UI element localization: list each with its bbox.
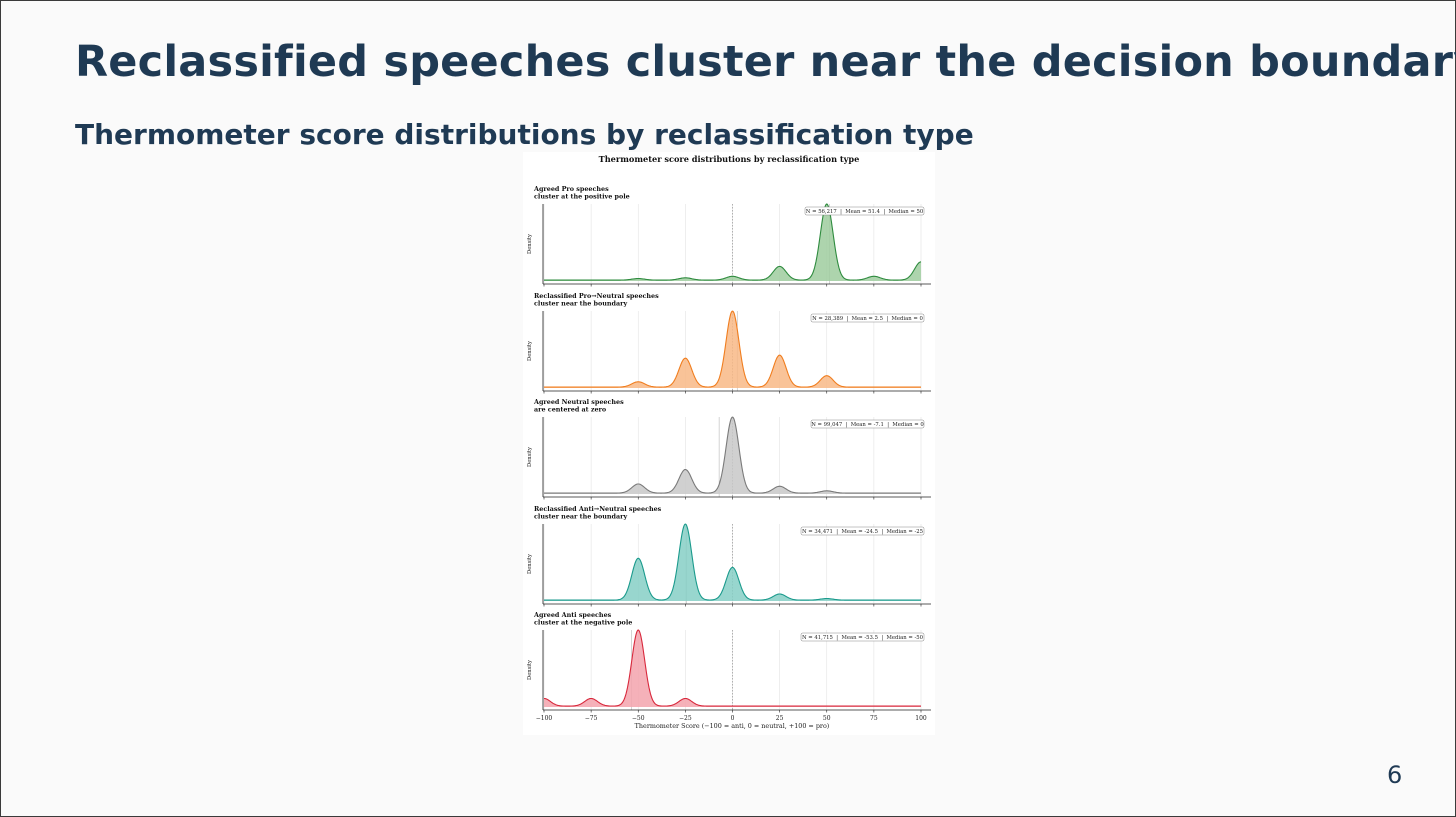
stats-box <box>800 632 925 642</box>
y-axis-label: Density <box>527 234 533 254</box>
y-axis-label: Density <box>527 660 533 680</box>
panel-title-line: Agreed Anti speeches <box>533 611 612 619</box>
x-tick-label: −50 <box>632 715 645 722</box>
stats-text: N = 99,047 | Mean = -7.1 | Median = 0 <box>811 422 924 428</box>
density-area <box>544 524 921 601</box>
panel-title-line: cluster at the negative pole <box>534 619 632 627</box>
density-area <box>544 311 921 388</box>
stats-text: N = 34,471 | Mean = -24.5 | Median = -25 <box>802 529 923 535</box>
y-axis-label: Density <box>527 341 533 361</box>
x-tick-label: −75 <box>585 715 598 722</box>
slide-title: Reclassified speeches cluster near the d… <box>75 37 1456 87</box>
stats-box <box>810 419 925 429</box>
density-line <box>544 523 921 601</box>
panel-title-line: Agreed Pro speeches <box>533 185 609 193</box>
panel-title-line: cluster at the positive pole <box>534 193 630 201</box>
y-axis-label: Density <box>527 447 533 467</box>
chart-title: Thermometer score distributions by recla… <box>599 154 860 164</box>
x-axis-title: Thermometer Score (−100 = anti, 0 = neut… <box>635 722 830 730</box>
x-tick-label: 50 <box>823 715 831 722</box>
density-area <box>544 630 921 707</box>
density-line <box>544 416 921 494</box>
x-tick-label: −100 <box>536 715 553 722</box>
y-axis-label: Density <box>527 554 533 574</box>
page-number: 6 <box>1387 761 1403 789</box>
panel-title-line: cluster near the boundary <box>534 300 628 308</box>
x-tick-label: 100 <box>915 715 927 722</box>
x-tick-label: −25 <box>679 715 692 722</box>
chart-figure: Thermometer score distributions by recla… <box>523 152 935 735</box>
slide-subtitle: Thermometer score distributions by recla… <box>75 118 974 151</box>
panel-title-line: are centered at zero <box>534 406 606 414</box>
stats-text: N = 28,389 | Mean = 2.5 | Median = 0 <box>812 316 923 322</box>
chart-svg: Thermometer score distributions by recla… <box>527 154 931 730</box>
panel-title-line: cluster near the boundary <box>534 513 628 521</box>
x-tick-label: 25 <box>776 715 784 722</box>
density-area <box>544 204 921 281</box>
panel-title-line: Reclassified Pro→Neutral speeches <box>534 292 659 300</box>
x-tick-label: 0 <box>731 715 735 722</box>
density-area <box>544 417 921 494</box>
stats-box <box>804 206 925 216</box>
density-line <box>544 310 921 388</box>
stats-box <box>800 526 925 536</box>
stats-text: N = 56,217 | Mean = 51.4 | Median = 50 <box>806 209 924 215</box>
density-line <box>544 629 921 707</box>
stats-box <box>810 313 925 323</box>
density-line <box>544 203 922 281</box>
panel-title-line: Agreed Neutral speeches <box>533 398 624 406</box>
panel-title-line: Reclassified Anti→Neutral speeches <box>534 505 662 513</box>
stats-text: N = 41,715 | Mean = -53.5 | Median = -50 <box>802 635 924 641</box>
x-tick-label: 75 <box>870 715 878 722</box>
